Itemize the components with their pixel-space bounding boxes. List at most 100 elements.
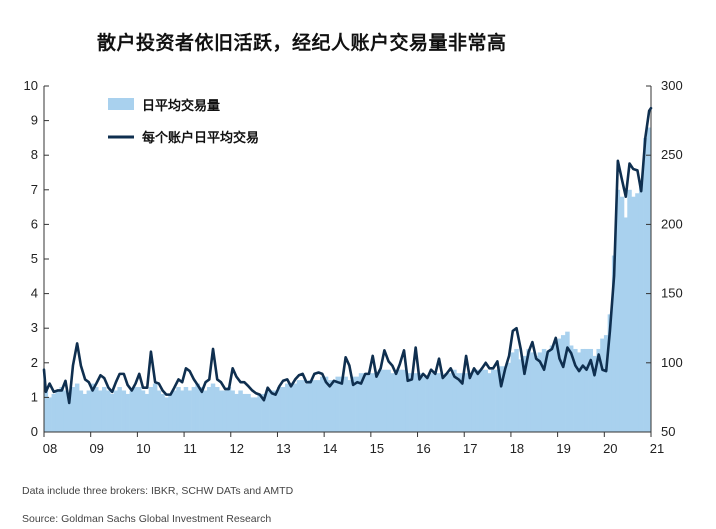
x-tick-label: 10 — [136, 441, 150, 456]
bar — [261, 393, 267, 432]
bar — [292, 383, 298, 432]
bar — [358, 373, 364, 432]
bar — [288, 383, 294, 432]
bar — [144, 393, 150, 432]
bar — [627, 189, 632, 432]
bar — [51, 393, 57, 432]
x-tick-label: 14 — [323, 441, 337, 456]
bar — [487, 373, 492, 432]
bar — [460, 373, 465, 432]
x-tick-label: 18 — [510, 441, 524, 456]
bar — [467, 373, 473, 432]
bar — [234, 393, 239, 432]
bar — [533, 355, 539, 432]
bar — [101, 387, 107, 432]
x-tick-label: 19 — [556, 441, 570, 456]
bar — [183, 387, 189, 432]
bar — [55, 390, 60, 432]
bar — [643, 137, 648, 432]
bar — [187, 390, 192, 432]
bar — [503, 366, 508, 432]
bar — [600, 338, 605, 432]
bar — [490, 369, 496, 432]
bar — [607, 314, 613, 432]
bar — [199, 387, 205, 432]
bar — [273, 390, 278, 432]
bar — [518, 359, 523, 432]
bar — [409, 373, 415, 432]
bar — [549, 345, 555, 432]
bar — [82, 393, 88, 432]
bar — [133, 387, 138, 432]
legend: 日平均交易量 每个账户日平均交易 — [108, 98, 259, 146]
y-right-tick-label: 150 — [661, 286, 683, 301]
bar — [285, 383, 290, 432]
bar — [603, 335, 609, 432]
line-series — [42, 106, 653, 405]
bar — [106, 390, 111, 432]
bar — [195, 383, 200, 432]
bar — [300, 380, 305, 432]
bar — [417, 373, 422, 432]
bar — [59, 387, 64, 432]
bar — [456, 373, 461, 432]
bar — [121, 390, 127, 432]
source-note: Source: Goldman Sachs Global Investment … — [22, 513, 272, 525]
bar — [343, 376, 348, 432]
bar — [631, 196, 636, 432]
bar — [378, 369, 383, 432]
bar — [269, 390, 275, 432]
bar — [316, 380, 321, 432]
x-tick-label: 09 — [89, 441, 103, 456]
bar — [638, 182, 644, 432]
bar — [471, 369, 477, 432]
x-tick-label: 12 — [230, 441, 244, 456]
bar — [74, 383, 80, 432]
bar — [238, 390, 243, 432]
bar — [86, 390, 92, 432]
bar — [257, 393, 262, 432]
y-left-tick-label: 4 — [31, 286, 38, 301]
bar — [320, 376, 325, 432]
bar — [433, 373, 438, 432]
bar — [557, 338, 562, 432]
bar — [168, 393, 173, 432]
bar — [250, 397, 255, 432]
bar — [565, 331, 570, 432]
bar — [397, 369, 403, 432]
bar — [323, 376, 329, 432]
bar — [246, 393, 251, 432]
chart-title: 散户投资者依旧活跃，经纪人账户交易量非常高 — [97, 32, 507, 54]
bar — [646, 127, 652, 433]
y-left-tick-label: 3 — [31, 320, 38, 335]
bar — [611, 255, 617, 432]
bar — [483, 369, 488, 432]
bar — [218, 390, 224, 432]
y-left-tick-label: 9 — [31, 113, 38, 128]
bar — [363, 373, 368, 432]
bar — [370, 373, 375, 432]
bar — [277, 387, 282, 432]
legend-label-bars: 日平均交易量 — [142, 98, 220, 114]
y-left-tick-label: 6 — [31, 216, 38, 231]
bar — [506, 362, 512, 432]
bar — [191, 387, 197, 432]
bar — [428, 373, 434, 432]
bar — [242, 393, 247, 432]
bar — [304, 383, 309, 432]
bar — [47, 397, 52, 432]
bar — [425, 376, 430, 432]
bar — [635, 193, 640, 432]
bar — [78, 390, 84, 432]
bar — [265, 390, 270, 432]
bar — [541, 348, 547, 432]
bar — [164, 397, 169, 432]
y-left-tick-label: 5 — [31, 251, 38, 266]
bar — [179, 390, 185, 432]
bar — [545, 352, 551, 432]
bar — [70, 387, 76, 432]
bar — [148, 387, 154, 432]
bar — [350, 376, 356, 432]
